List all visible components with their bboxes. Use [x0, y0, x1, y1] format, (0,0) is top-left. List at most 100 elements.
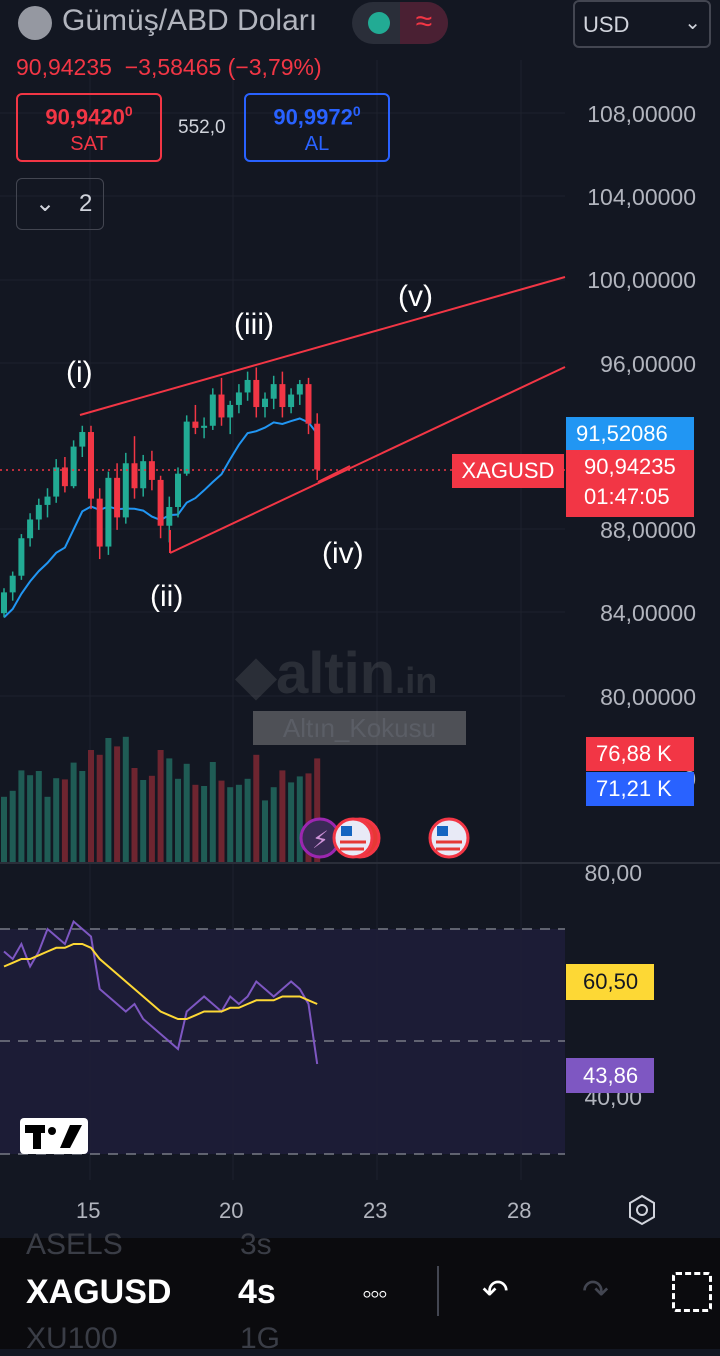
- wave-label-v: (v): [398, 280, 433, 313]
- silver-logo-icon: [18, 6, 52, 40]
- candle-body: [227, 404, 234, 418]
- volume-bar: [44, 796, 51, 862]
- volume-bar: [201, 786, 208, 862]
- price-axis-label: 88,00000: [600, 517, 696, 543]
- candle-body: [305, 384, 312, 424]
- market-open-icon: [368, 12, 390, 34]
- candle-body: [18, 538, 25, 576]
- volume-bar: [140, 780, 147, 862]
- candle-body: [175, 473, 181, 507]
- volume-bar: [148, 775, 155, 862]
- volume-bar: [88, 750, 94, 862]
- sell-label: SAT: [70, 133, 108, 156]
- fullscreen-icon[interactable]: [672, 1272, 712, 1312]
- volume-bar: [209, 762, 216, 862]
- chevron-down-icon: ⌄: [684, 12, 701, 34]
- candle-body: [314, 423, 321, 470]
- volume-bar: [244, 778, 251, 862]
- volume-bar: [105, 738, 112, 862]
- sell-price: 90,94200: [45, 103, 133, 130]
- next-symbol[interactable]: XU100: [26, 1322, 118, 1355]
- candle-body: [253, 379, 260, 408]
- candle-body: [244, 379, 251, 393]
- volume-bar: [296, 776, 303, 862]
- chart-settings-icon[interactable]: [629, 1194, 655, 1226]
- prev-symbol[interactable]: ASELS: [26, 1228, 123, 1261]
- candle-body: [262, 398, 268, 408]
- toolbar-divider: [437, 1266, 439, 1316]
- current-price: 90,94235: [584, 454, 676, 479]
- candle-body: [235, 392, 242, 405]
- ma-value-badge: 91,52086: [566, 417, 694, 451]
- volume-bar: [157, 750, 164, 862]
- volume-bar: [192, 784, 199, 862]
- candle-body: [279, 384, 286, 408]
- wave-label-iv: (iv): [322, 537, 364, 570]
- trendline-lower[interactable]: [169, 366, 566, 554]
- candle-body: [201, 425, 208, 428]
- user-watermark: Altın_Kokusu: [253, 711, 466, 745]
- volume-bar: [53, 778, 60, 862]
- candle-body: [70, 446, 77, 487]
- next-interval[interactable]: 1G: [240, 1322, 281, 1355]
- current-symbol[interactable]: XAGUSD: [26, 1273, 172, 1311]
- volume-bar: [218, 780, 225, 862]
- price-axis-label: 108,00000: [587, 101, 696, 127]
- current-price-badge: 90,94235 01:47:05: [566, 450, 694, 517]
- x-axis-label: 20: [219, 1198, 244, 1223]
- rsi-ma-line: [3, 943, 318, 1020]
- candle-body: [27, 519, 34, 539]
- current-interval[interactable]: 4s: [238, 1273, 276, 1311]
- candle-body: [288, 394, 295, 408]
- buy-label: AL: [304, 133, 330, 156]
- bar-countdown: 01:47:05: [584, 484, 670, 509]
- more-options-icon[interactable]: ◦◦◦: [362, 1278, 388, 1309]
- candle-body: [157, 479, 164, 526]
- candle-body: [96, 498, 103, 547]
- status-pill[interactable]: ≈: [352, 2, 448, 44]
- volume-bar: [18, 770, 25, 862]
- volume-bar: [79, 771, 86, 862]
- candle-body: [88, 432, 94, 499]
- candle-body: [9, 575, 16, 593]
- spread-value: 552,0: [178, 117, 226, 138]
- candle-body: [209, 394, 216, 426]
- volume-bar: [70, 762, 77, 862]
- wave-label-i: (i): [66, 356, 93, 389]
- candle-body: [192, 421, 199, 428]
- redo-icon[interactable]: ↷: [582, 1273, 609, 1309]
- volume-bar: [183, 763, 190, 862]
- volume-sell-badge: 76,88 K: [586, 737, 694, 771]
- x-axis-label: 15: [76, 1198, 101, 1223]
- tradingview-logo: [20, 1118, 88, 1154]
- us-flag-event-icon-2[interactable]: [428, 817, 470, 859]
- currency-value: USD: [583, 12, 630, 37]
- volume-bar: [270, 787, 277, 862]
- volume-bar: [262, 800, 268, 862]
- currency-select[interactable]: USD ⌄: [573, 0, 711, 48]
- undo-icon[interactable]: ↶: [482, 1273, 509, 1309]
- price-axis-label: 96,00000: [600, 351, 696, 377]
- price-axis-label: 84,00000: [600, 600, 696, 626]
- indicators-toggle[interactable]: ⌄ 2: [16, 178, 104, 230]
- candle-body: [270, 384, 277, 399]
- buy-button[interactable]: 90,99720 AL: [244, 93, 390, 162]
- us-flag-event-icon[interactable]: [332, 817, 374, 859]
- indicator-count: 2: [79, 190, 93, 217]
- trendline-upper[interactable]: [79, 276, 566, 416]
- prev-interval[interactable]: 3s: [240, 1228, 272, 1261]
- wave-label-ii: (ii): [150, 580, 184, 613]
- candle-body: [183, 421, 190, 474]
- volume-buy-badge: 71,21 K: [586, 772, 694, 806]
- chevron-down-icon: ⌄: [35, 190, 56, 217]
- symbol-title[interactable]: Gümüş/ABD Doları: [62, 4, 318, 37]
- grid: [0, 60, 565, 1180]
- price-axis-label: 100,00000: [587, 267, 696, 293]
- rsi-levels: [0, 928, 565, 1155]
- price-change: −3,58465 (−3,79%): [124, 54, 322, 80]
- candle-body: [131, 463, 138, 489]
- sell-button[interactable]: 90,94200 SAT: [16, 93, 162, 162]
- bottom-toolbar: ASELS 3s XAGUSD 4s XU100 1G ◦◦◦ ↶ ↷: [0, 1228, 720, 1355]
- candle-body: [218, 394, 225, 418]
